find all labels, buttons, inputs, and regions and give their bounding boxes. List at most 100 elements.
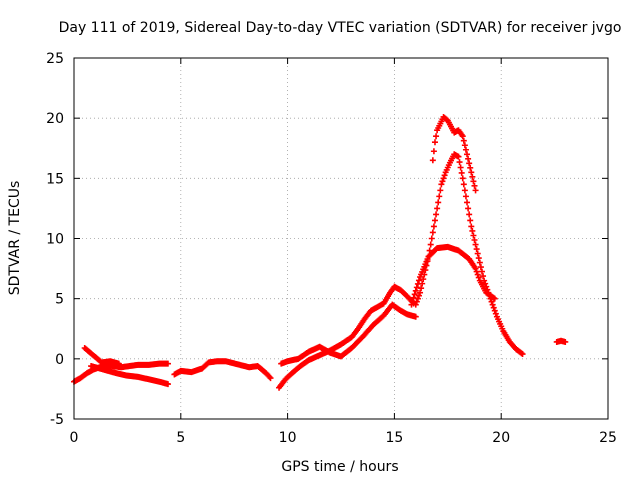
- data-point: [562, 338, 569, 345]
- data-point: [458, 169, 465, 176]
- data-point: [414, 295, 421, 302]
- data-point: [465, 205, 472, 212]
- data-point: [437, 187, 444, 194]
- x-tick-label: 20: [492, 430, 510, 446]
- data-point: [466, 211, 473, 218]
- data-point: [464, 199, 471, 206]
- y-tick-label: 5: [55, 292, 64, 308]
- y-axis-label: SDTVAR / TECUs: [7, 181, 23, 296]
- y-tick-label: 25: [46, 51, 64, 67]
- data-point: [431, 139, 438, 146]
- data-point: [474, 250, 481, 257]
- y-tick-label: -5: [50, 412, 64, 428]
- data-point: [473, 246, 480, 253]
- data-point: [519, 351, 526, 358]
- data-point: [427, 241, 434, 248]
- data-point: [436, 193, 443, 200]
- data-point: [460, 137, 467, 144]
- data-point: [482, 280, 489, 287]
- data-point: [457, 164, 464, 171]
- data-point: [462, 146, 469, 153]
- data-point: [433, 211, 440, 218]
- x-tick-label: 5: [176, 430, 185, 446]
- data-point: [467, 217, 474, 224]
- data-point: [480, 273, 487, 280]
- y-tick-label: 10: [46, 232, 64, 248]
- data-point: [420, 276, 427, 283]
- data-point: [441, 172, 448, 179]
- plot-frame: [73, 57, 609, 420]
- data-point: [466, 160, 473, 167]
- data-point: [492, 310, 499, 317]
- data-point: [429, 157, 436, 164]
- data-point: [475, 274, 482, 281]
- data-point: [430, 148, 437, 155]
- series-rise-b: [278, 301, 419, 367]
- data-point: [472, 187, 479, 194]
- data-point: [469, 173, 476, 180]
- data-point: [434, 205, 441, 212]
- series-late: [553, 337, 569, 345]
- data-point: [435, 199, 442, 206]
- data-point: [412, 313, 419, 320]
- data-point: [474, 271, 481, 278]
- data-point: [475, 255, 482, 262]
- series-low-mid: [171, 358, 274, 382]
- y-tick-label: 0: [55, 352, 64, 368]
- data-point: [464, 151, 471, 158]
- series-low-early-lower: [88, 363, 171, 388]
- data-point: [433, 133, 440, 140]
- grid: [74, 58, 608, 419]
- data-point: [417, 289, 424, 296]
- data-point: [491, 307, 498, 314]
- data-point: [461, 142, 468, 149]
- data-point: [473, 268, 480, 275]
- data-point: [456, 159, 463, 166]
- x-tick-label: 25: [599, 430, 617, 446]
- data-point: [412, 287, 419, 294]
- data-point: [468, 223, 475, 230]
- data-point: [518, 350, 525, 357]
- data-point: [414, 280, 421, 287]
- data-point: [115, 360, 122, 367]
- data-point: [461, 187, 468, 194]
- x-tick-label: 0: [70, 430, 79, 446]
- data-point: [438, 181, 445, 188]
- data-point: [460, 181, 467, 188]
- data-point: [409, 298, 416, 305]
- series-peak-main: [412, 151, 526, 358]
- data-point: [462, 193, 469, 200]
- data-point: [472, 265, 479, 272]
- data-point: [428, 235, 435, 242]
- data-point: [459, 133, 466, 140]
- y-tick-label: 20: [46, 111, 64, 127]
- data-point: [413, 284, 420, 291]
- series-low-early-upper: [81, 345, 122, 367]
- data-point: [470, 232, 477, 239]
- data-point: [429, 229, 436, 236]
- data-point: [469, 227, 476, 234]
- series-peak-plateau: [408, 243, 498, 308]
- data-point: [472, 241, 479, 248]
- data-point: [440, 175, 447, 182]
- ticks: 0 5 10 15 20 25 -5 0 5 10 15 20 25: [46, 51, 617, 446]
- data-point: [411, 291, 418, 298]
- data-point: [431, 217, 438, 224]
- x-tick-label: 15: [385, 430, 403, 446]
- data-point: [476, 259, 483, 266]
- data-point: [468, 169, 475, 176]
- data-point: [465, 155, 472, 162]
- y-tick-label: 15: [46, 171, 64, 187]
- data-point: [471, 182, 478, 189]
- data-point: [430, 223, 437, 230]
- data-point: [491, 295, 498, 302]
- data-point: [164, 360, 171, 367]
- data-point: [478, 268, 485, 275]
- data-point: [488, 298, 495, 305]
- chart-title: Day 111 of 2019, Sidereal Day-to-day VTE…: [59, 20, 622, 36]
- data-point: [267, 375, 274, 382]
- data-point: [439, 178, 446, 185]
- x-axis-label: GPS time / hours: [281, 459, 398, 475]
- data-point: [415, 277, 422, 284]
